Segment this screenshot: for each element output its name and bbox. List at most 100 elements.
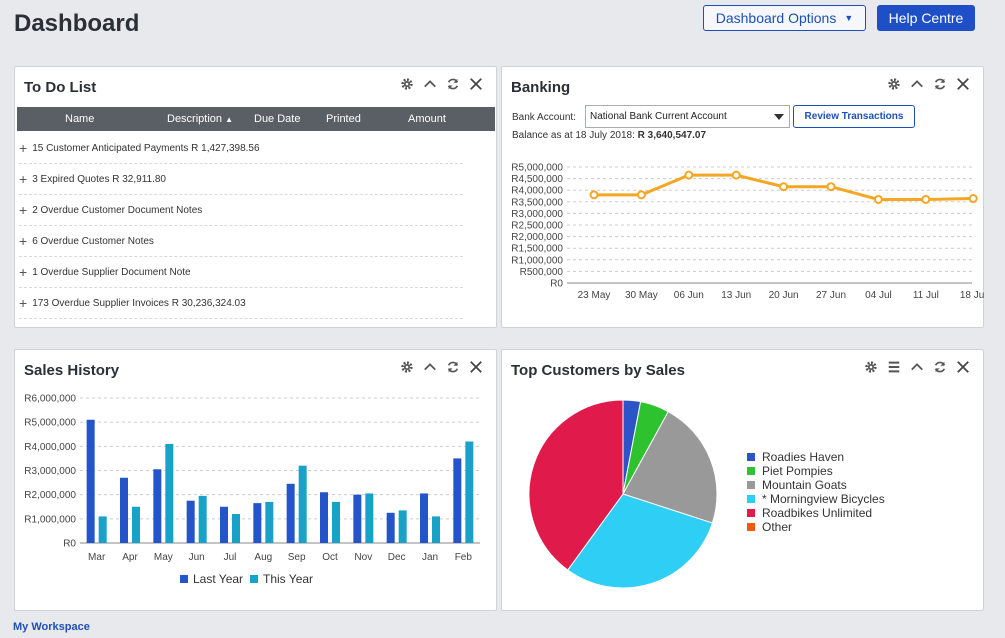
collapse-icon[interactable] bbox=[909, 76, 925, 92]
refresh-icon[interactable] bbox=[445, 76, 461, 92]
x-tick-label: Jun bbox=[189, 552, 205, 563]
dashboard-options-label: Dashboard Options bbox=[715, 10, 837, 26]
col-printed[interactable]: Printed bbox=[326, 113, 361, 125]
legend-item[interactable]: Other bbox=[747, 520, 885, 534]
panel-tools bbox=[399, 359, 484, 375]
legend-label: This Year bbox=[263, 572, 313, 586]
x-tick-label: 27 Jun bbox=[816, 290, 846, 301]
legend-swatch bbox=[180, 575, 188, 583]
pie-slice bbox=[622, 410, 718, 524]
x-tick-label: 06 Jun bbox=[674, 290, 704, 301]
expand-icon[interactable]: + bbox=[19, 233, 28, 249]
sales-bar bbox=[253, 503, 262, 543]
expand-icon[interactable]: + bbox=[19, 171, 28, 187]
sort-asc-icon: ▲ bbox=[225, 115, 234, 124]
sales-bar bbox=[420, 493, 428, 543]
y-tick-label: R0 bbox=[63, 539, 76, 550]
col-amount[interactable]: Amount bbox=[408, 113, 446, 125]
close-icon[interactable] bbox=[955, 359, 971, 375]
col-description[interactable]: Description ▲ bbox=[167, 113, 233, 125]
collapse-icon[interactable] bbox=[422, 359, 438, 375]
help-centre-button[interactable]: Help Centre bbox=[877, 5, 975, 31]
todo-row[interactable]: +1 Overdue Supplier Document Note bbox=[19, 257, 463, 288]
legend-label: Roadbikes Unlimited bbox=[762, 506, 873, 520]
review-transactions-button[interactable]: Review Transactions bbox=[793, 105, 915, 128]
sales-history-title: Sales History bbox=[24, 362, 120, 379]
panel-tools bbox=[399, 76, 484, 92]
todo-row[interactable]: +6 Overdue Customer Notes bbox=[19, 226, 463, 257]
expand-icon[interactable]: + bbox=[19, 264, 28, 280]
sales-bar bbox=[386, 512, 395, 543]
x-tick-label: Feb bbox=[455, 552, 473, 563]
customers-pie-chart bbox=[528, 399, 718, 589]
sales-bar bbox=[320, 492, 328, 543]
sales-bar bbox=[465, 441, 474, 543]
balance-value: R 3,640,547.07 bbox=[637, 130, 707, 141]
gear-icon[interactable] bbox=[399, 76, 415, 92]
legend-swatch bbox=[747, 523, 755, 531]
legend-item[interactable]: Piet Pompies bbox=[747, 464, 885, 478]
todo-row[interactable]: +3 Expired Quotes R 32,911.80 bbox=[19, 164, 463, 195]
close-icon[interactable] bbox=[468, 359, 484, 375]
y-tick-label: R2,000,000 bbox=[24, 490, 76, 501]
gear-icon[interactable] bbox=[886, 76, 902, 92]
collapse-icon[interactable] bbox=[909, 359, 925, 375]
expand-icon[interactable]: + bbox=[19, 140, 28, 156]
gear-icon[interactable] bbox=[399, 359, 415, 375]
y-tick-label: R4,000,000 bbox=[24, 442, 76, 453]
x-tick-label: 11 Jul bbox=[913, 290, 939, 301]
sales-bar bbox=[153, 469, 162, 543]
expand-icon[interactable]: + bbox=[19, 202, 28, 218]
x-tick-label: Sep bbox=[288, 552, 306, 563]
balance-point bbox=[826, 182, 836, 192]
banking-line-chart: R0R500,000R1,000,000R1,500,000R2,000,000… bbox=[511, 163, 985, 302]
close-icon[interactable] bbox=[468, 76, 484, 92]
close-icon[interactable] bbox=[955, 76, 971, 92]
legend-label: Mountain Goats bbox=[762, 478, 847, 492]
col-name[interactable]: Name bbox=[65, 113, 95, 125]
balance-point bbox=[779, 182, 789, 192]
bank-account-select[interactable]: National Bank Current Account bbox=[585, 105, 790, 128]
bank-account-label: Bank Account: bbox=[512, 112, 576, 123]
sales-bar bbox=[353, 494, 362, 543]
y-tick-label: R3,500,000 bbox=[511, 197, 563, 208]
balance-point bbox=[684, 170, 694, 180]
menu-icon[interactable] bbox=[886, 359, 902, 375]
legend-label: * Morningview Bicycles bbox=[762, 492, 885, 506]
sales-bar bbox=[132, 506, 140, 543]
sales-bar bbox=[453, 458, 462, 543]
sales-bar bbox=[220, 506, 228, 543]
y-tick-label: R5,000,000 bbox=[24, 418, 76, 429]
legend-item[interactable]: Roadies Haven bbox=[747, 450, 885, 464]
legend-item[interactable]: Roadbikes Unlimited bbox=[747, 506, 885, 520]
x-tick-label: Apr bbox=[122, 552, 138, 563]
dropdown-arrow-icon bbox=[774, 114, 784, 120]
y-tick-label: R1,500,000 bbox=[511, 244, 563, 255]
pie-slice bbox=[567, 493, 714, 589]
legend-item[interactable]: Mountain Goats bbox=[747, 478, 885, 492]
col-due-date[interactable]: Due Date bbox=[254, 113, 301, 125]
y-tick-label: R3,000,000 bbox=[511, 209, 563, 220]
refresh-icon[interactable] bbox=[932, 76, 948, 92]
todo-row[interactable]: +2 Overdue Customer Document Notes bbox=[19, 195, 463, 226]
expand-icon[interactable]: + bbox=[19, 295, 28, 311]
y-tick-label: R4,000,000 bbox=[511, 186, 563, 197]
x-tick-label: Nov bbox=[354, 552, 372, 563]
y-tick-label: R5,000,000 bbox=[511, 163, 563, 174]
x-tick-label: Jul bbox=[224, 552, 237, 563]
caret-down-icon: ▼ bbox=[844, 13, 854, 23]
refresh-icon[interactable] bbox=[445, 359, 461, 375]
sales-bar bbox=[232, 514, 240, 543]
gear-icon[interactable] bbox=[863, 359, 879, 375]
dashboard-options-button[interactable]: Dashboard Options ▼ bbox=[703, 5, 866, 31]
todo-row[interactable]: +15 Customer Anticipated Payments R 1,42… bbox=[19, 133, 463, 164]
x-tick-label: 30 May bbox=[625, 290, 658, 301]
balance-label: Balance as at 18 July 2018: bbox=[512, 130, 635, 141]
todo-row[interactable]: +173 Overdue Supplier Invoices R 30,236,… bbox=[19, 288, 463, 319]
sales-bar bbox=[365, 493, 374, 543]
legend-item[interactable]: * Morningview Bicycles bbox=[747, 492, 885, 506]
my-workspace-link[interactable]: My Workspace bbox=[13, 621, 90, 633]
todo-row-text: 2 Overdue Customer Document Notes bbox=[32, 204, 203, 216]
collapse-icon[interactable] bbox=[422, 76, 438, 92]
refresh-icon[interactable] bbox=[932, 359, 948, 375]
